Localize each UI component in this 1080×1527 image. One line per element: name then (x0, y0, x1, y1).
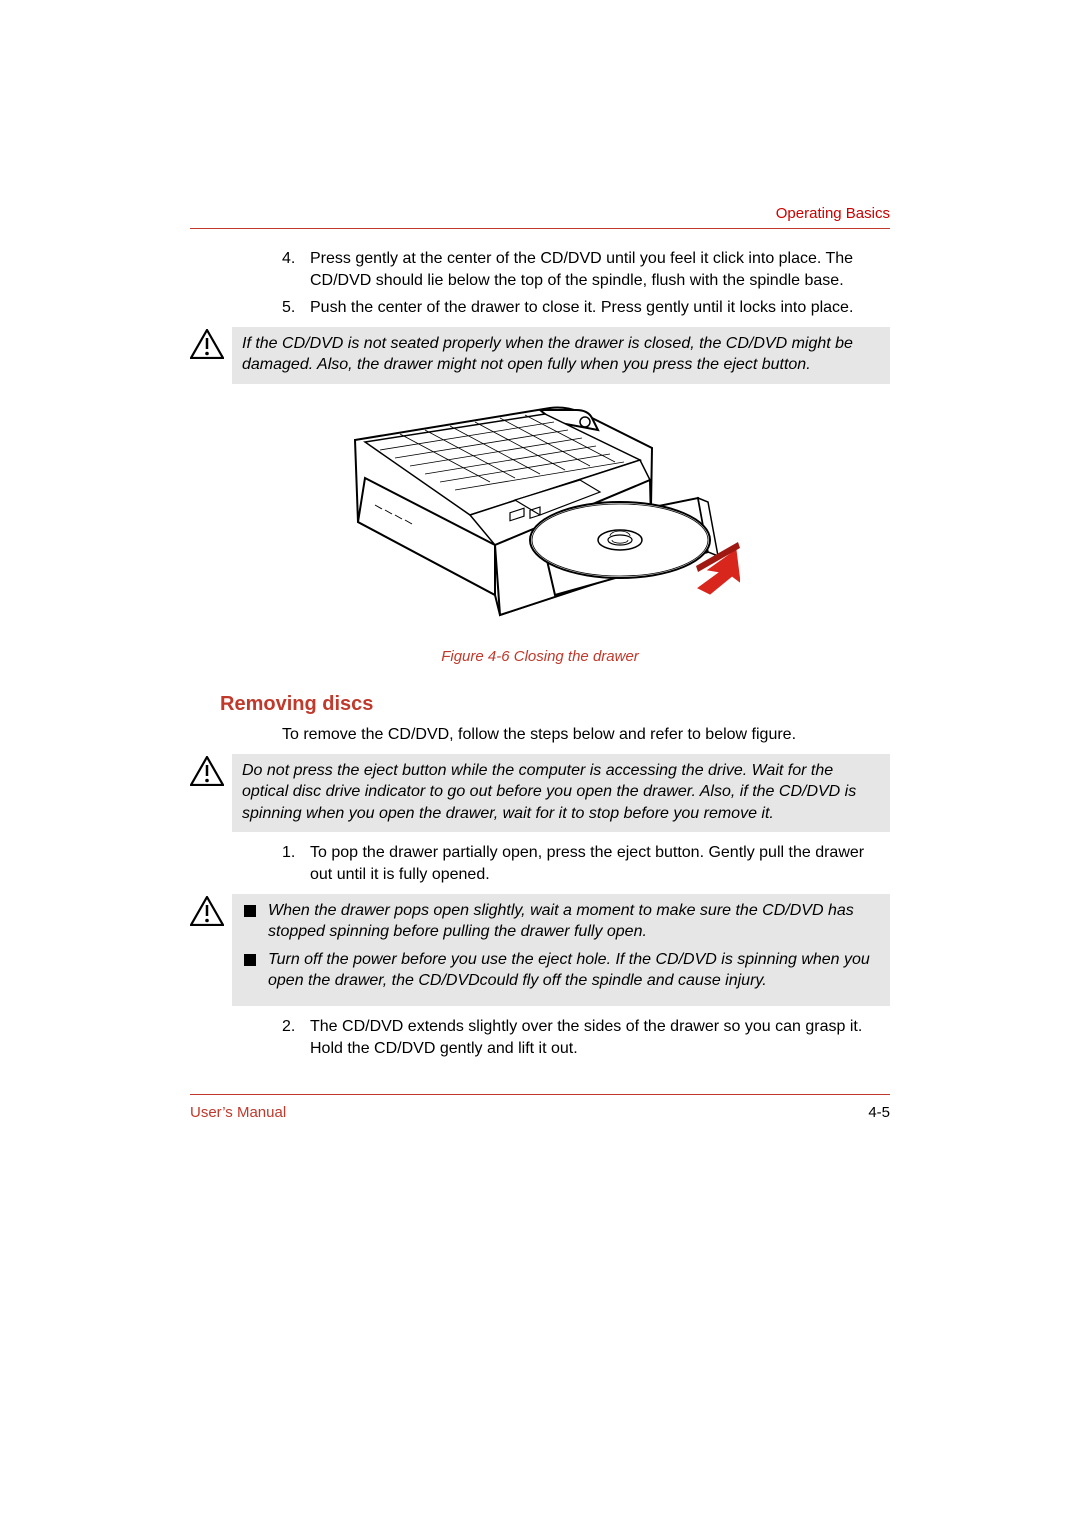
list-number: 5. (282, 297, 310, 319)
caution-note-1: If the CD/DVD is not seated properly whe… (190, 327, 890, 384)
heading-removing-discs: Removing discs (220, 693, 890, 716)
footer-page-number: 4-5 (868, 1104, 890, 1121)
intro-paragraph: To remove the CD/DVD, follow the steps b… (282, 724, 890, 746)
list-item: 5. Push the center of the drawer to clos… (282, 297, 890, 319)
caution-icon (190, 894, 232, 931)
ordered-list-top: 4. Press gently at the center of the CD/… (282, 248, 890, 319)
list-item: 1. To pop the drawer partially open, pre… (282, 842, 890, 885)
caution-text: If the CD/DVD is not seated properly whe… (232, 327, 890, 384)
caution-bullet: When the drawer pops open slightly, wait… (242, 900, 880, 943)
caution-note-3: When the drawer pops open slightly, wait… (190, 894, 890, 1006)
list-number: 4. (282, 248, 310, 291)
list-text: The CD/DVD extends slightly over the sid… (310, 1016, 890, 1059)
ordered-list-bottom: 2. The CD/DVD extends slightly over the … (282, 1016, 890, 1059)
list-number: 1. (282, 842, 310, 885)
header-section-label: Operating Basics (776, 205, 890, 222)
caution-bullet: Turn off the power before you use the ej… (242, 949, 880, 992)
footer-manual-label: User’s Manual (190, 1104, 286, 1121)
list-number: 2. (282, 1016, 310, 1059)
caution-icon (190, 327, 232, 364)
list-item: 4. Press gently at the center of the CD/… (282, 248, 890, 291)
figure-closing-drawer (190, 400, 890, 640)
list-text: Push the center of the drawer to close i… (310, 297, 890, 319)
caution-note-2: Do not press the eject button while the … (190, 754, 890, 833)
caution-text: Do not press the eject button while the … (232, 754, 890, 833)
footer-rule (190, 1094, 890, 1095)
content-area: 4. Press gently at the center of the CD/… (190, 248, 890, 1065)
page: Operating Basics 4. Press gently at the … (0, 0, 1080, 1527)
ordered-list-mid: 1. To pop the drawer partially open, pre… (282, 842, 890, 885)
caution-text-list: When the drawer pops open slightly, wait… (232, 894, 890, 1006)
figure-caption: Figure 4-6 Closing the drawer (190, 648, 890, 665)
list-text: Press gently at the center of the CD/DVD… (310, 248, 890, 291)
header-rule (190, 228, 890, 229)
list-text: To pop the drawer partially open, press … (310, 842, 890, 885)
caution-icon (190, 754, 232, 791)
list-item: 2. The CD/DVD extends slightly over the … (282, 1016, 890, 1059)
